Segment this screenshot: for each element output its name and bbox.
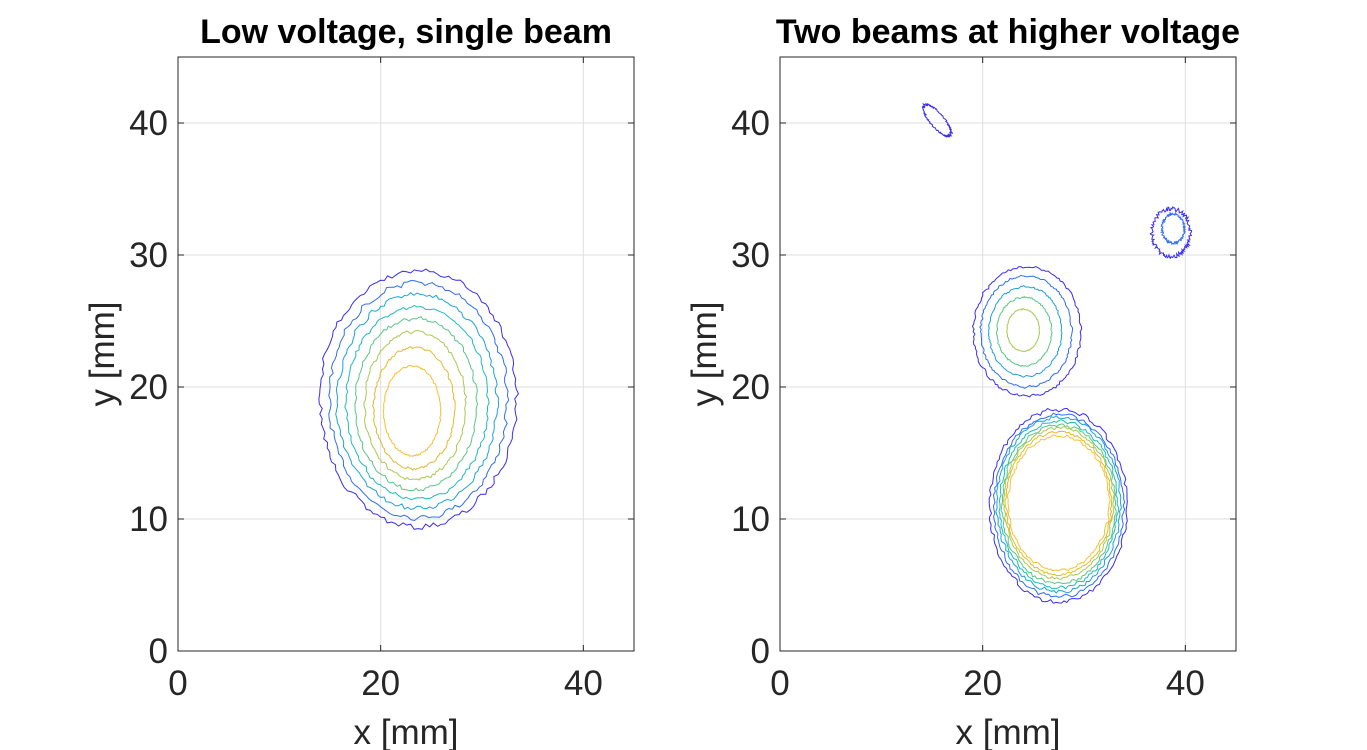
contour-line	[995, 415, 1122, 594]
y-axis-label-left: y [mm]	[83, 302, 122, 407]
contour-line	[1006, 434, 1111, 572]
contour-line	[987, 284, 1063, 378]
axes-box-right	[779, 56, 1237, 652]
y-tick-label: 40	[731, 104, 770, 143]
contour-line	[1006, 308, 1041, 353]
axes-box-left	[177, 56, 635, 652]
y-tick-label: 20	[731, 368, 770, 407]
contours-left	[318, 268, 519, 530]
contour-line	[1004, 430, 1113, 577]
contour-line	[988, 407, 1128, 604]
y-tick-label: 10	[731, 500, 770, 539]
contour-line	[1149, 205, 1193, 260]
y-tick-label: 0	[751, 632, 770, 671]
contour-line	[1000, 423, 1117, 585]
contour-line	[1002, 426, 1115, 581]
y-tick-label: 10	[129, 500, 168, 539]
x-tick-label: 20	[361, 664, 400, 703]
contour-line	[318, 268, 519, 530]
contour-line	[996, 295, 1053, 368]
y-tick-label: 40	[129, 104, 168, 143]
grid-right	[780, 57, 1236, 651]
chart-title-right: Two beams at higher voltage	[776, 13, 1240, 51]
y-tick-label: 20	[129, 368, 168, 407]
chart-title-left: Low voltage, single beam	[200, 13, 612, 51]
contour-line	[1160, 211, 1187, 246]
contour-line	[335, 292, 500, 511]
contour-line	[372, 346, 456, 471]
x-tick-label: 0	[168, 664, 187, 703]
x-tick-label: 40	[1166, 664, 1205, 703]
contour-line	[921, 103, 954, 139]
contour-line	[328, 279, 510, 522]
x-tick-label: 20	[963, 664, 1002, 703]
contour-line	[383, 364, 442, 457]
contour-line	[998, 419, 1120, 590]
contour-line	[354, 316, 479, 492]
plot-area-right	[780, 57, 1236, 651]
contour-line	[979, 274, 1074, 389]
chart-panel-right: 0 20 40 0 10 20 30 40 Two beams at higher volta…	[685, 13, 1240, 750]
contour-line	[992, 412, 1126, 598]
x-tick-label: 0	[770, 664, 789, 703]
ticks-left: 0 20 40 0 10 20 30 40	[129, 57, 634, 703]
y-tick-label: 0	[149, 632, 168, 671]
y-axis-label-right: y [mm]	[685, 302, 724, 407]
ticks-right: 0 20 40 0 10 20 30 40	[731, 57, 1236, 703]
grid-left	[178, 57, 634, 651]
y-tick-label: 30	[731, 236, 770, 275]
x-axis-label-right: x [mm]	[956, 713, 1061, 750]
x-axis-label-left: x [mm]	[354, 713, 459, 750]
contour-line	[344, 304, 490, 501]
x-tick-label: 40	[564, 664, 603, 703]
contour-line	[971, 265, 1083, 398]
y-tick-label: 30	[129, 236, 168, 275]
plot-area-left	[178, 57, 634, 651]
contour-line	[363, 329, 468, 481]
contours-right	[921, 103, 1193, 604]
